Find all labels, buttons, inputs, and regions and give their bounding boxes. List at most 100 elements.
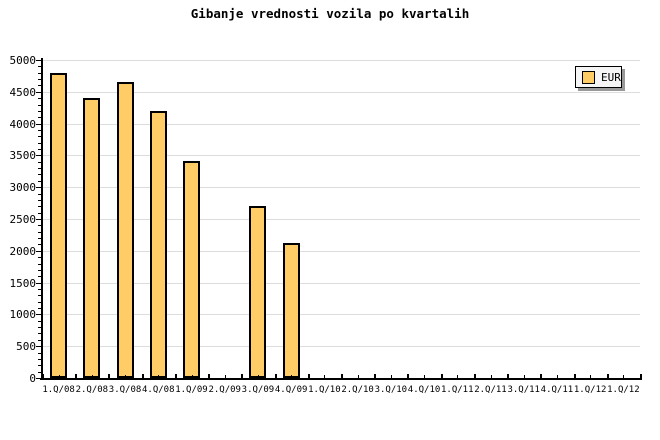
- gridline: [42, 60, 640, 61]
- x-axis-minor-tick: [91, 375, 93, 378]
- y-axis-minor-tick: [38, 269, 41, 271]
- gridline: [42, 282, 640, 284]
- y-axis-minor-tick: [38, 212, 41, 214]
- y-axis-minor-tick: [38, 199, 41, 201]
- bar: [50, 72, 68, 378]
- y-axis-minor-tick: [38, 257, 41, 259]
- y-axis-minor-tick: [38, 174, 41, 176]
- y-axis-tick-label: 1000: [9, 308, 37, 322]
- x-axis-tick-label: 3.Q/09: [241, 385, 275, 395]
- y-axis-major-tick: [36, 91, 41, 93]
- bar: [116, 82, 134, 378]
- y-axis-major-tick: [36, 378, 41, 379]
- bar: [183, 160, 200, 378]
- y-axis-minor-tick: [38, 327, 41, 329]
- x-axis-minor-tick: [590, 375, 592, 378]
- y-axis-minor-tick: [38, 371, 41, 373]
- y-axis-major-tick: [36, 187, 41, 189]
- x-axis-major-tick: [573, 374, 576, 378]
- x-axis-tick-label: 3.Q/08: [108, 385, 142, 395]
- x-axis-tick-label: 4.Q/10: [407, 385, 441, 395]
- x-axis-tick-label: 1.Q/08: [42, 385, 75, 395]
- y-axis-tick-label: 500: [16, 340, 36, 354]
- x-axis-minor-tick: [390, 375, 392, 378]
- y-axis-minor-tick: [38, 231, 41, 233]
- y-axis-minor-tick: [38, 352, 41, 354]
- x-axis-major-tick: [42, 374, 44, 378]
- x-axis-minor-tick: [224, 375, 226, 378]
- plot-area: [42, 60, 640, 378]
- y-axis-minor-tick: [38, 263, 41, 265]
- x-axis-tick-label: 1.Q/11: [441, 385, 474, 395]
- y-axis-major-tick: [36, 155, 41, 157]
- x-axis-tick-label: 2.Q/11: [474, 385, 507, 395]
- x-axis-minor-tick: [158, 375, 160, 378]
- y-axis-minor-tick: [38, 295, 41, 297]
- x-axis-tick-label: 1.Q/09: [175, 385, 208, 395]
- gridline: [42, 187, 640, 189]
- legend-label: EUR: [601, 70, 621, 84]
- y-axis-minor-tick: [38, 288, 41, 290]
- x-axis-major-tick: [307, 374, 310, 378]
- y-axis-minor-tick: [38, 225, 41, 227]
- x-axis-tick-label: 4.Q/08: [142, 385, 175, 395]
- x-axis-major-tick: [507, 374, 510, 378]
- x-axis-minor-tick: [523, 375, 525, 378]
- y-axis-minor-tick: [38, 104, 41, 106]
- y-axis-minor-tick: [38, 238, 41, 240]
- x-axis-minor-tick: [424, 375, 426, 378]
- legend: EUR: [575, 66, 622, 88]
- y-axis-minor-tick: [38, 339, 41, 341]
- y-axis-minor-tick: [38, 142, 41, 144]
- x-axis-tick-label: 1.Q/10: [308, 385, 341, 395]
- x-axis-minor-tick: [490, 375, 492, 378]
- x-axis-minor-tick: [556, 375, 558, 378]
- y-axis-minor-tick: [38, 110, 41, 112]
- x-axis-minor-tick: [291, 375, 293, 378]
- y-axis-minor-tick: [38, 149, 41, 151]
- y-axis-tick-label: 5000: [9, 54, 37, 67]
- y-axis-line: [41, 58, 43, 380]
- y-axis-major-tick: [36, 60, 41, 61]
- y-axis-major-tick: [36, 219, 41, 220]
- x-axis-tick-label: 2.Q/08: [75, 385, 109, 395]
- y-axis-minor-tick: [38, 136, 41, 138]
- y-axis-minor-tick: [38, 365, 41, 367]
- x-axis-line: [40, 378, 642, 380]
- x-axis-minor-tick: [125, 375, 127, 378]
- x-axis-major-tick: [407, 374, 410, 378]
- y-axis-minor-tick: [38, 276, 41, 278]
- x-axis-tick-label: 1.Q/12: [607, 385, 640, 395]
- y-axis-minor-tick: [38, 117, 41, 119]
- x-axis-major-tick: [274, 374, 277, 378]
- y-axis-minor-tick: [38, 161, 41, 163]
- x-axis-tick-label: 4.Q/09: [274, 385, 308, 395]
- y-axis-minor-tick: [38, 72, 41, 74]
- x-axis-minor-tick: [257, 375, 259, 378]
- y-axis-minor-tick: [38, 85, 41, 87]
- y-axis-minor-tick: [38, 79, 41, 81]
- x-axis-major-tick: [341, 374, 343, 378]
- y-axis-major-tick: [36, 346, 41, 348]
- x-axis-tick-label: 3.Q/10: [374, 385, 408, 395]
- gridline: [42, 155, 640, 157]
- x-axis-tick-label: 2.Q/09: [208, 385, 241, 395]
- x-axis-major-tick: [141, 374, 144, 378]
- x-axis-minor-tick: [58, 375, 60, 378]
- chart-title: Gibanje vrednosti vozila po kvartalih: [190, 6, 470, 21]
- y-axis-tick-label: 1500: [9, 276, 37, 290]
- y-axis-tick-label: 4500: [9, 85, 37, 99]
- y-axis-minor-tick: [38, 358, 41, 360]
- y-axis-major-tick: [36, 314, 41, 316]
- bar: [249, 206, 267, 378]
- y-axis-minor-tick: [38, 66, 41, 68]
- x-axis-major-tick: [174, 374, 177, 378]
- y-axis-minor-tick: [38, 98, 41, 100]
- y-axis-tick-label: 4000: [9, 117, 37, 131]
- x-axis-tick-label: 3.Q/11: [507, 385, 540, 395]
- x-axis-minor-tick: [191, 375, 193, 378]
- x-axis-minor-tick: [357, 375, 359, 378]
- x-axis-minor-tick: [324, 375, 326, 378]
- gridline: [42, 314, 640, 316]
